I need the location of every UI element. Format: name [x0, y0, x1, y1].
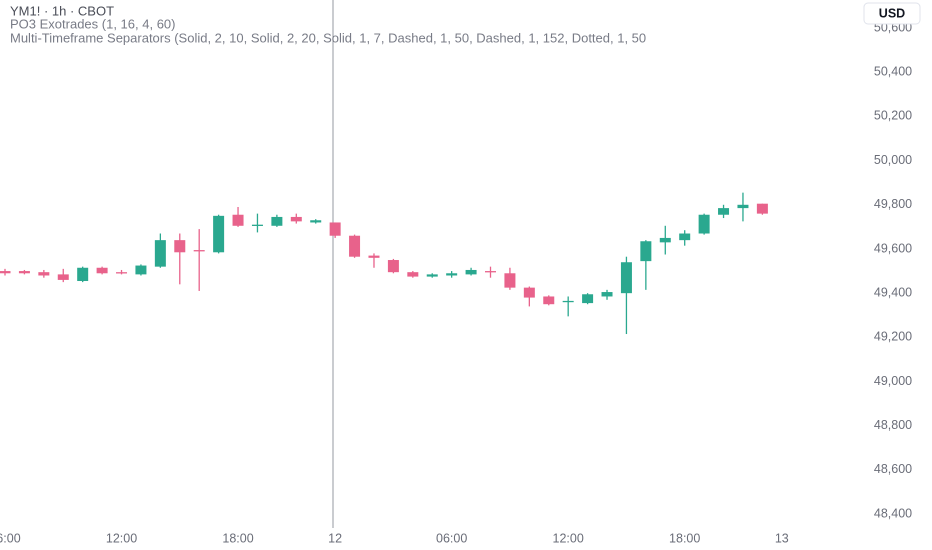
candle-body	[271, 216, 283, 226]
candle-body	[737, 204, 749, 209]
candle-body	[698, 214, 710, 234]
candle-body	[349, 235, 361, 257]
candle-body	[213, 215, 225, 253]
candle-body	[446, 273, 458, 276]
y-tick-label: 49,600	[874, 241, 912, 255]
candle-body	[77, 267, 89, 282]
candle-body	[718, 208, 730, 215]
candle-body	[387, 260, 399, 273]
x-tick-label: 18:00	[669, 531, 700, 545]
candle-body	[659, 237, 671, 243]
x-tick-label: 06:00	[436, 531, 467, 545]
candle-body	[18, 271, 30, 274]
candle-body	[679, 233, 691, 241]
y-tick-label: 50,200	[874, 109, 912, 123]
y-tick-label: 49,800	[874, 197, 912, 211]
candle-body	[329, 222, 341, 236]
x-tick-label: 12:00	[553, 531, 584, 545]
indicator-label: Multi-Timeframe Separators (Solid, 2, 10…	[10, 30, 646, 45]
candle-body	[96, 267, 108, 274]
candle-body	[426, 274, 438, 277]
candle-body	[135, 265, 147, 275]
candle-body	[504, 273, 516, 288]
candle-body	[154, 240, 166, 267]
y-tick-label: 48,400	[874, 506, 912, 520]
candle-body	[116, 272, 128, 274]
y-tick-label: 48,800	[874, 418, 912, 432]
chart-title: YM1! · 1h · CBOT	[10, 3, 114, 18]
candle-body	[485, 271, 496, 273]
x-tick-label: 13	[775, 531, 789, 545]
y-tick-label: 49,400	[874, 285, 912, 299]
y-tick-label: 48,600	[874, 462, 912, 476]
candle-body	[562, 300, 574, 303]
candle-body	[232, 214, 244, 226]
y-tick-label: 49,200	[874, 330, 912, 344]
candle-body	[368, 255, 380, 258]
candle-body	[640, 241, 652, 262]
candle-body	[251, 224, 263, 226]
candle-body	[407, 272, 419, 277]
x-tick-label: 12	[328, 531, 342, 545]
x-tick-label: 12:00	[106, 531, 137, 545]
x-tick-label: 06:00	[0, 531, 21, 545]
candle-body	[290, 216, 302, 222]
candle-body	[601, 292, 613, 297]
candle-body	[620, 262, 632, 294]
y-tick-label: 49,000	[874, 374, 912, 388]
candle-body	[57, 274, 69, 280]
candle-body	[465, 269, 477, 275]
candle-body	[174, 240, 186, 253]
currency-button[interactable]	[863, 2, 921, 25]
candle-body	[543, 296, 555, 305]
indicator-label: PO3 Exotrades (1, 16, 4, 60)	[10, 16, 175, 31]
candle-body	[756, 203, 768, 214]
candle-body	[523, 287, 535, 298]
candle-body	[0, 271, 11, 274]
candle-body	[193, 250, 205, 252]
candle-body	[310, 220, 322, 223]
x-tick-label: 18:00	[222, 531, 253, 545]
candle-body	[582, 294, 594, 304]
currency-label[interactable]: USD	[879, 6, 905, 20]
y-tick-label: 50,000	[874, 153, 912, 167]
y-tick-label: 50,400	[874, 65, 912, 79]
candle-body	[38, 272, 50, 276]
